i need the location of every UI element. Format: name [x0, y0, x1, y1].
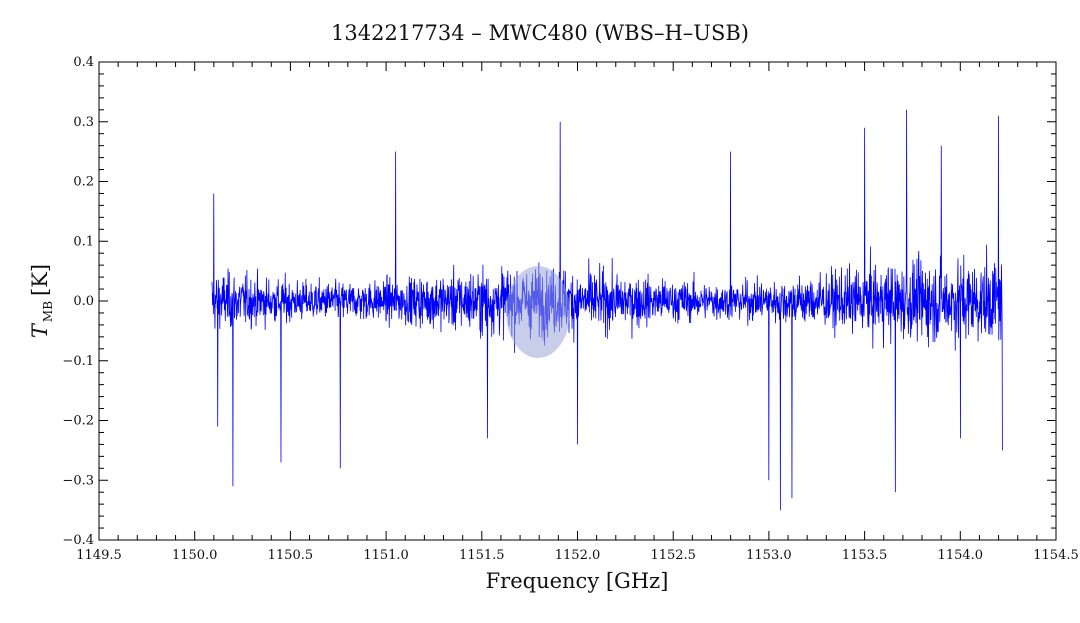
watermark-drop — [506, 266, 570, 358]
y-tick-label: −0.1 — [62, 354, 94, 369]
spectrum-series — [212, 110, 1002, 510]
x-tick-label: 1150.5 — [268, 548, 314, 563]
y-tick-label: 0.2 — [73, 175, 94, 190]
x-tick-label: 1151.0 — [363, 548, 409, 563]
y-tick-label: 0.1 — [73, 234, 94, 249]
x-axis-title: Frequency [GHz] — [486, 569, 669, 593]
y-tick-label: −0.4 — [62, 533, 94, 548]
y-tick-label: 0.4 — [73, 55, 94, 70]
y-axis-symbol: T — [28, 322, 52, 338]
x-tick-label: 1154.5 — [1033, 548, 1079, 563]
y-axis-title: TMB [K] — [28, 264, 55, 338]
x-tick-label: 1151.5 — [459, 548, 505, 563]
y-axis-unit: [K] — [28, 264, 52, 296]
x-tick-label: 1154.0 — [938, 548, 984, 563]
y-tick-label: 0.3 — [73, 115, 94, 130]
x-tick-label: 1150.0 — [172, 548, 218, 563]
x-tick-label: 1153.5 — [842, 548, 888, 563]
y-tick-label: 0.0 — [73, 294, 94, 309]
chart-title: 1342217734 – MWC480 (WBS–H–USB) — [331, 21, 749, 45]
x-tick-label: 1152.0 — [555, 548, 601, 563]
hsa-watermark — [506, 266, 570, 358]
svg-text:TMB[K]: TMB [K] — [28, 264, 55, 338]
y-axis-subscript: MB — [41, 301, 55, 322]
x-tick-label: 1153.0 — [746, 548, 792, 563]
y-tick-label: −0.3 — [62, 473, 94, 488]
spectrum-line — [212, 110, 1002, 510]
y-tick-label: −0.2 — [62, 414, 94, 429]
plot-area: 1149.5 1150.0 1150.5 1151.0 1151.5 1152.0 1152… — [62, 55, 1078, 563]
x-tick-label: 1152.5 — [650, 548, 696, 563]
x-tick-label: 1149.5 — [76, 548, 122, 563]
